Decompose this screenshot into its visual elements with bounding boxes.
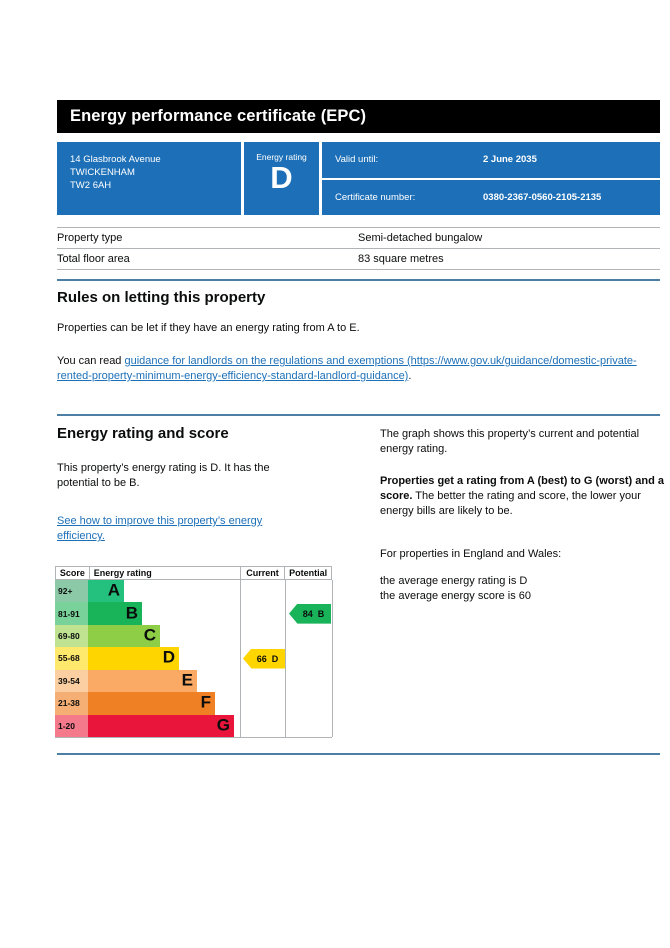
- read-prefix: You can read: [57, 355, 125, 367]
- certificate-number-label: Certificate number:: [335, 191, 416, 203]
- chart-col-current: Current: [239, 567, 285, 579]
- band-score-range: 1-20: [55, 714, 88, 737]
- read-suffix: .: [408, 370, 412, 382]
- energy-rating-label: Energy rating: [256, 152, 307, 162]
- band-score-range: 81-91: [55, 602, 88, 625]
- potential-rating-arrow: 84 B: [289, 603, 331, 624]
- table-row: Property type Semi-detached bungalow: [57, 227, 660, 248]
- potential-column: [285, 580, 333, 737]
- rules-section-heading: Rules on letting this property: [57, 289, 266, 306]
- band-letter: E: [181, 670, 193, 690]
- band-bar-d: D: [88, 647, 179, 670]
- improve-efficiency-paragraph: See how to improve this property’s energ…: [57, 514, 302, 544]
- average-rating-line: the average energy rating is D: [380, 575, 528, 587]
- epc-band-row: 55-68 D: [55, 647, 332, 670]
- certificate-summary-panel: 14 Glasbrook Avenue TWICKENHAM TW2 6AH E…: [57, 142, 660, 215]
- band-letter: A: [107, 580, 120, 600]
- address-line-3: TW2 6AH: [70, 180, 112, 191]
- chart-col-energy-rating: Energy rating: [88, 567, 240, 579]
- epc-band-row: 39-54 E: [55, 669, 332, 693]
- band-letter: C: [143, 625, 156, 645]
- band-bar-e: E: [88, 669, 197, 693]
- chart-col-potential: Potential: [284, 567, 331, 579]
- valid-until-row: Valid until: 2 June 2035: [322, 142, 660, 178]
- band-bar-b: B: [88, 602, 142, 625]
- section-divider: [57, 753, 660, 755]
- certificate-number-row: Certificate number: 0380-2367-0560-2105-…: [322, 177, 660, 216]
- rating-explainer-rest: The better the rating and score, the low…: [380, 490, 641, 517]
- band-score-range: 92+: [55, 580, 88, 603]
- band-bar-g: G: [88, 714, 234, 737]
- band-bar-c: C: [88, 624, 160, 648]
- current-column: [240, 580, 286, 737]
- property-address: 14 Glasbrook Avenue TWICKENHAM TW2 6AH: [57, 142, 241, 215]
- england-wales-paragraph: For properties in England and Wales:: [380, 548, 562, 560]
- chart-col-score: Score: [59, 568, 85, 578]
- valid-until-label: Valid until:: [335, 154, 379, 166]
- rules-paragraph: Properties can be let if they have an en…: [57, 322, 360, 334]
- certificate-details-cell: Valid until: 2 June 2035 Certificate num…: [322, 142, 660, 215]
- epc-band-row: 21-38 F: [55, 692, 332, 715]
- band-letter: B: [125, 603, 138, 623]
- epc-band-rows: 92+ A 81-91 B 69-80 C 55-68 D 39-54 E 21-38 F 1-20 G 6…: [55, 580, 333, 738]
- band-bar-a: A: [88, 580, 124, 603]
- section-divider: [57, 414, 660, 416]
- graph-description-paragraph: The graph shows this property’s current …: [380, 428, 640, 455]
- epc-band-row: 1-20 G: [55, 714, 332, 737]
- floor-area-value: 83 square metres: [358, 253, 444, 265]
- property-type-value: Semi-detached bungalow: [358, 232, 483, 244]
- improve-efficiency-link[interactable]: See how to improve this property’s energ…: [57, 515, 263, 542]
- address-line-1: 14 Glasbrook Avenue: [70, 154, 161, 165]
- epc-band-row: 92+ A: [55, 580, 332, 603]
- rating-section-heading: Energy rating and score: [57, 425, 229, 442]
- band-score-range: 55-68: [55, 647, 88, 670]
- page-title: Energy performance certificate (EPC): [70, 107, 367, 125]
- address-line-2: TWICKENHAM: [70, 167, 135, 178]
- certificate-number-value: 0380-2367-0560-2105-2135: [483, 191, 602, 203]
- property-details-table: Property type Semi-detached bungalow Tot…: [57, 227, 660, 270]
- landlord-guidance-paragraph: You can read guidance for landlords on t…: [57, 354, 652, 384]
- current-rating-arrow: 66 D: [243, 648, 285, 669]
- floor-area-label: Total floor area: [57, 253, 130, 265]
- section-divider: [57, 279, 660, 281]
- band-letter: D: [162, 648, 175, 668]
- valid-until-value: 2 June 2035: [483, 154, 537, 166]
- epc-chart-header: Score Energy rating Current Potential: [55, 566, 332, 580]
- average-values-paragraph: the average energy rating is D the averag…: [380, 574, 670, 604]
- table-row: Total floor area 83 square metres: [57, 248, 660, 270]
- rating-explainer-paragraph: Properties get a rating from A (best) to…: [380, 474, 670, 519]
- energy-rating-value: D: [270, 160, 293, 195]
- certificate-header-bar: Energy performance certificate (EPC): [57, 100, 660, 133]
- band-letter: G: [216, 715, 230, 735]
- rating-summary-paragraph: This property’s energy rating is D. It h…: [57, 462, 270, 489]
- epc-band-row: 81-91 B: [55, 602, 332, 625]
- band-score-range: 21-38: [55, 692, 88, 715]
- epc-rating-chart: Score Energy rating Current Potential 92…: [55, 566, 333, 738]
- band-score-range: 39-54: [55, 669, 88, 693]
- band-bar-f: F: [88, 692, 215, 715]
- band-score-range: 69-80: [55, 624, 88, 648]
- epc-band-row: 69-80 C: [55, 624, 332, 648]
- property-type-label: Property type: [57, 232, 123, 244]
- average-score-line: the average energy score is 60: [380, 590, 532, 602]
- band-letter: F: [200, 692, 211, 712]
- landlord-guidance-link[interactable]: guidance for landlords on the regulation…: [57, 355, 637, 382]
- rating-explainer-bold: Properties get a rating from A (best) to…: [380, 475, 664, 502]
- energy-rating-cell: Energy rating D: [244, 142, 319, 215]
